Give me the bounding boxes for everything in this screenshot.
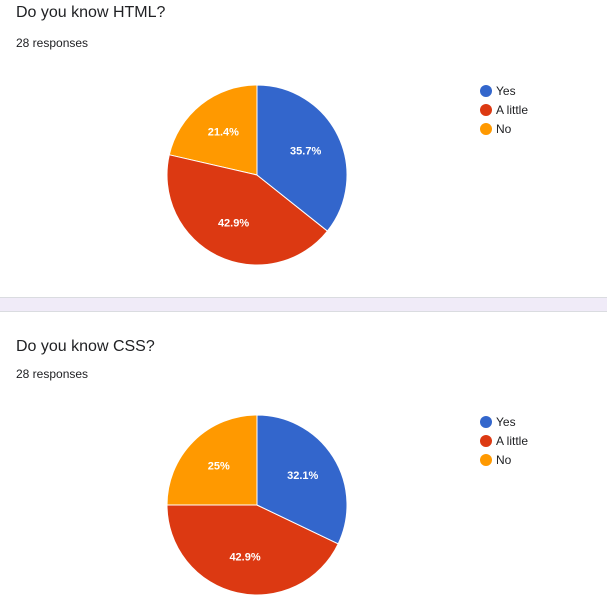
legend: Yes A little No	[480, 412, 528, 469]
question-card-css: Do you know CSS? 28 responses 25% 42.9% 32…	[0, 311, 607, 601]
slice-data-label: 42.9%	[229, 552, 260, 564]
legend-label: A little	[496, 102, 529, 117]
legend-dot-a-little	[480, 103, 492, 116]
legend-dot-no	[480, 122, 492, 135]
legend-label: No	[496, 452, 512, 467]
slice-data-label: 32.1%	[287, 470, 318, 482]
legend-label: Yes	[496, 414, 516, 429]
slice-data-label: 21.4%	[208, 127, 239, 139]
legend-item-yes[interactable]: Yes	[480, 412, 528, 431]
pie-slice-a-little[interactable]	[166, 154, 329, 266]
legend-dot-yes	[480, 415, 492, 428]
pie-slice-no[interactable]	[168, 84, 258, 176]
question-card-html: Do you know HTML? 28 responses 21.4% 42.9…	[0, 0, 607, 298]
pie-chart-css: 25% 42.9% 32.1%	[166, 414, 348, 596]
question-title: Do you know CSS?	[16, 338, 155, 355]
legend-label: No	[496, 121, 512, 136]
legend-dot-yes	[480, 84, 492, 97]
legend-label: A little	[496, 433, 529, 448]
legend-item-a-little[interactable]: A little	[480, 431, 528, 450]
pie-slice-yes[interactable]	[256, 414, 348, 545]
slice-data-label: 42.9%	[218, 218, 249, 230]
pie-chart-html: 21.4% 42.9% 35.7%	[166, 84, 348, 266]
legend: Yes A little No	[480, 81, 528, 138]
legend-dot-no	[480, 453, 492, 466]
legend-label: Yes	[496, 83, 516, 98]
pie-slice-yes[interactable]	[256, 84, 348, 232]
legend-item-no[interactable]: No	[480, 119, 528, 138]
pie-slice-no[interactable]	[166, 414, 258, 506]
legend-item-yes[interactable]: Yes	[480, 81, 528, 100]
legend-item-a-little[interactable]: A little	[480, 100, 528, 119]
card-separator	[0, 298, 607, 311]
slice-data-label: 25%	[208, 461, 230, 473]
slice-data-label: 35.7%	[290, 145, 321, 157]
response-count: 28 responses	[16, 36, 89, 50]
legend-dot-a-little	[480, 434, 492, 447]
legend-item-no[interactable]: No	[480, 450, 528, 469]
response-count: 28 responses	[16, 367, 89, 381]
question-title: Do you know HTML?	[16, 4, 166, 21]
pie-slice-a-little[interactable]	[166, 504, 339, 596]
